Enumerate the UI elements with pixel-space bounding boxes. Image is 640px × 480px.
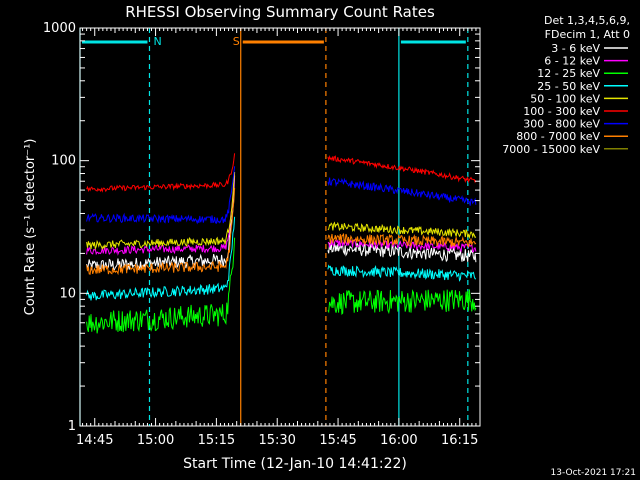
legend-header-line-2: FDecim 1, Att 0 [545,28,630,41]
series-line-300-800-keV [86,166,236,225]
footer-timestamp: 13-Oct-2021 17:21 [551,468,636,478]
y-tick-label: 1000 [43,21,76,36]
legend-label: 300 - 800 keV [523,118,600,131]
series-line-6-12-keV [86,172,236,256]
x-axis-label: Start Time (12-Jan-10 14:41:22) [183,456,407,472]
x-tick-label: 15:15 [198,433,235,448]
legend-label: 50 - 100 keV [530,92,600,105]
y-tick-label: 10 [59,286,76,301]
x-tick-label: 15:30 [258,433,295,448]
y-tick-label: 100 [51,154,76,169]
legend-label: 25 - 50 keV [537,80,600,93]
x-axis: 14:45 15:00 15:15 15:30 15:45 16:00 16:15 [76,28,481,448]
legend: Det 1,3,4,5,6,9, FDecim 1, Att 0 3 - 6 k… [502,14,630,156]
y-axis-label: Count Rate (s⁻¹ detector⁻¹) [23,139,38,316]
series-line-6-12-keV [327,238,477,253]
legend-label: 6 - 12 keV [544,55,600,68]
series-line-3-6-keV [86,175,236,271]
series-line-25-50-keV [327,264,477,282]
legend-header-line-1: Det 1,3,4,5,6,9, [544,14,630,27]
y-tick-label: 1 [68,419,76,434]
x-tick-label: 15:45 [319,433,356,448]
series-line-800-7000-keV [86,187,236,276]
x-tick-label: 15:00 [137,433,174,448]
series-line-100-300-keV [327,155,477,184]
flag-label: N [153,35,161,48]
legend-label: 3 - 6 keV [551,42,600,55]
series-line-50-100-keV [327,221,477,240]
x-tick-label: 14:45 [76,433,113,448]
x-tick-label: 16:00 [380,433,417,448]
series-line-800-7000-keV [327,233,477,248]
y-axis: 1 10 100 1000 [43,21,480,434]
flag-label: S [233,35,240,48]
series-line-12-25-keV [327,289,477,315]
x-tick-label: 16:15 [441,433,478,448]
series-line-100-300-keV [86,153,236,193]
series-line-300-800-keV [327,177,477,206]
night-markers [79,28,469,426]
legend-label: 12 - 25 keV [537,67,600,80]
series-line-50-100-keV [86,171,236,251]
series-line-12-25-keV [86,237,236,334]
series-line-3-6-keV [327,241,477,263]
chart-title: RHESSI Observing Summary Count Rates [125,3,435,21]
series-lines [86,153,477,334]
series-line-25-50-keV [86,216,236,301]
legend-label: 800 - 7000 keV [516,130,600,143]
legend-label: 100 - 300 keV [523,105,600,118]
plot-frame [79,27,481,427]
legend-label: 7000 - 15000 keV [502,143,600,156]
